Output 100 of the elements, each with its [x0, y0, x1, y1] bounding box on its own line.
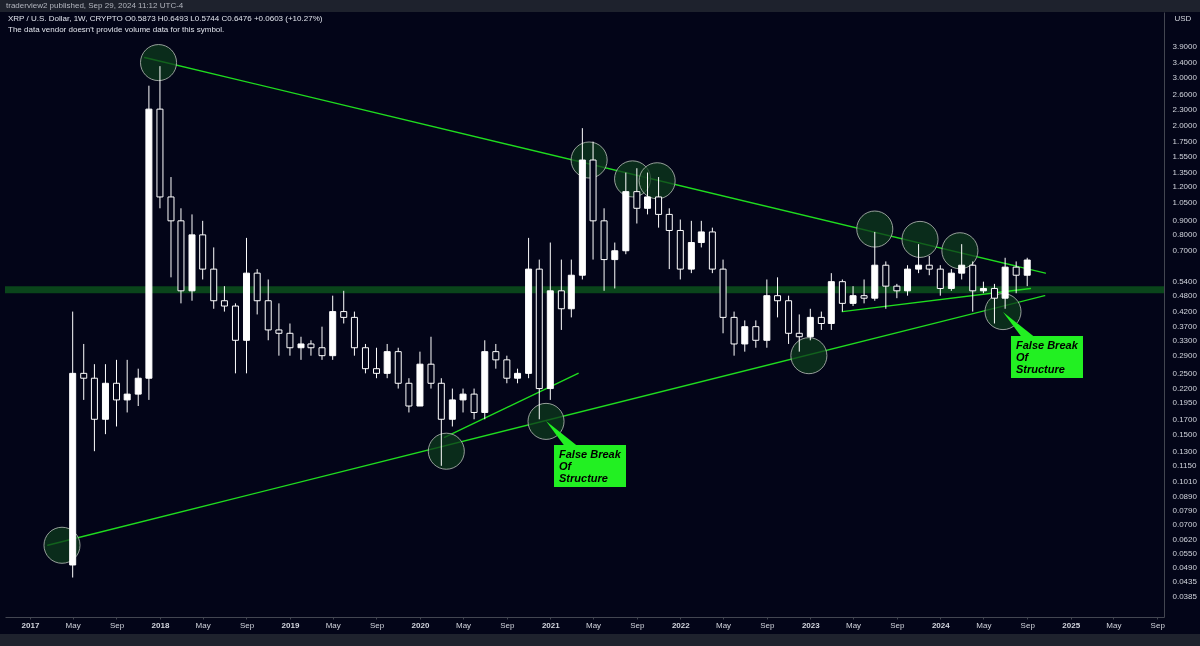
- y-tick-label: 1.5500: [1172, 151, 1198, 161]
- candlestick: [611, 242, 619, 289]
- y-tick-label: 0.8000: [1172, 230, 1198, 240]
- text: traderview2 published, Sep 29, 2024 11:12 UTC-4: [6, 0, 184, 12]
- y-tick-label: 0.0435: [1172, 577, 1198, 587]
- x-tick-label: 2019: [281, 620, 300, 630]
- candlestick: [838, 278, 846, 313]
- x-tick-label: May: [195, 620, 211, 630]
- candlestick: [383, 343, 391, 379]
- y-tick-label: 2.3000: [1172, 104, 1198, 114]
- point: [901, 220, 939, 258]
- candlestick: [697, 220, 705, 248]
- y-tick-label: 3.0000: [1172, 72, 1198, 82]
- y-tick-label: 0.0550: [1172, 549, 1198, 559]
- candlestick: [297, 336, 305, 361]
- y-tick-label: 3.4000: [1172, 58, 1198, 68]
- y-tick-label: 0.7000: [1172, 246, 1198, 256]
- point: [139, 44, 178, 82]
- candlestick: [990, 283, 998, 324]
- y-tick-label: 0.1950: [1172, 398, 1198, 408]
- x-tick-label: May: [325, 620, 341, 630]
- y-tick-label: 0.9000: [1172, 216, 1198, 226]
- candlestick: [752, 319, 760, 349]
- y-tick-label: 0.2900: [1172, 351, 1198, 361]
- candlestick: [882, 260, 890, 310]
- x-tick-label: May: [65, 620, 81, 630]
- candlestick: [503, 355, 511, 384]
- candlestick: [427, 336, 435, 390]
- candlestick: [915, 243, 923, 274]
- point: [638, 162, 676, 200]
- candlestick: [655, 176, 663, 229]
- x-tick-label: Sep: [760, 620, 776, 630]
- candlestick: [405, 377, 413, 413]
- y-tick-label: 1.3500: [1172, 168, 1198, 178]
- candlestick: [849, 285, 857, 307]
- candlestick: [220, 285, 228, 313]
- chart-title: XRP / U.S. Dollar, 1W, CRYPTO O0.5873 H0.6493 L0.5744 C0.6476 +0.0603 (+10.27%): [8, 13, 323, 24]
- candlestick: [893, 283, 901, 299]
- y-tick-label: 0.3300: [1172, 335, 1198, 345]
- x-tick-label: May: [455, 620, 472, 630]
- point: [427, 432, 465, 470]
- candlestick: [904, 264, 912, 297]
- y-tick-label: 0.0790: [1172, 506, 1198, 516]
- callout-box: False Break Of Structure: [1003, 311, 1083, 378]
- candlestick: [361, 343, 369, 374]
- y-tick-label: 2.6000: [1172, 90, 1198, 100]
- annotation: The data vendor doesn't provide volume data for this symbol.: [8, 24, 226, 35]
- candlestick: [817, 311, 825, 331]
- candlestick: [459, 388, 467, 413]
- x-tick-label: Sep: [890, 620, 906, 630]
- x-tick-label: May: [1106, 620, 1122, 630]
- candlestick: [134, 368, 142, 407]
- y-tick-label: 0.5400: [1172, 277, 1198, 287]
- x-tick-label: Sep: [630, 620, 646, 630]
- candlestick: [470, 388, 478, 420]
- x-tick-label: 2024: [931, 620, 951, 630]
- x-tick-label: Sep: [109, 620, 125, 630]
- x-tick-label: 2023: [801, 620, 821, 630]
- y-tick-label: 0.0890: [1172, 491, 1198, 501]
- candlestick: [644, 172, 652, 215]
- candlestick: [286, 323, 294, 357]
- x-tick-label: 2017: [21, 620, 40, 630]
- y-tick-label: 1.7500: [1172, 137, 1198, 147]
- x-tick-label: 2020: [411, 620, 430, 630]
- candlestick: [373, 347, 380, 379]
- y-tick-label: 1.0500: [1172, 197, 1198, 207]
- candlestick: [925, 255, 933, 276]
- candlestick: [1012, 260, 1020, 294]
- candlestick: [80, 343, 88, 401]
- candlestick: [307, 339, 315, 357]
- y-tick-label: 2.0000: [1172, 121, 1198, 131]
- candlestick: [665, 207, 673, 270]
- x-tick-label: 2021: [541, 620, 561, 630]
- candlestick: [947, 268, 955, 292]
- callout-box: False Break Of Structure: [546, 421, 627, 488]
- candlestick: [275, 302, 283, 357]
- x-tick-label: May: [715, 620, 732, 630]
- y-tick-label: 1.2000: [1172, 182, 1198, 192]
- candlestick: [123, 359, 131, 413]
- y-tick-label: 0.1010: [1172, 476, 1198, 486]
- y-tick-label: 0.1300: [1172, 446, 1198, 456]
- candlestick: [318, 326, 326, 361]
- x-tick-label: 2025: [1062, 620, 1081, 630]
- y-tick-label: 3.9000: [1172, 41, 1198, 51]
- y-tick-label: 0.0490: [1172, 562, 1198, 572]
- candlestick: [958, 243, 966, 280]
- y-tick-label: 0.3700: [1172, 322, 1198, 332]
- y-tick-label: 0.1500: [1172, 429, 1198, 439]
- candlestick: [774, 276, 782, 318]
- candlestick: [936, 264, 944, 297]
- candlestick: [448, 388, 456, 427]
- y-tick-label: 0.4800: [1172, 291, 1198, 301]
- x-tick-label: Sep: [369, 620, 385, 630]
- y-tick-label: 0.0620: [1172, 534, 1198, 544]
- x-tick-label: Sep: [500, 620, 516, 630]
- x-tick-label: May: [845, 620, 862, 630]
- y-tick-label: 0.2500: [1172, 368, 1198, 378]
- candlestick: [860, 278, 868, 304]
- y-tick-label: 0.0700: [1172, 520, 1198, 530]
- x-tick-label: Sep: [1020, 620, 1036, 630]
